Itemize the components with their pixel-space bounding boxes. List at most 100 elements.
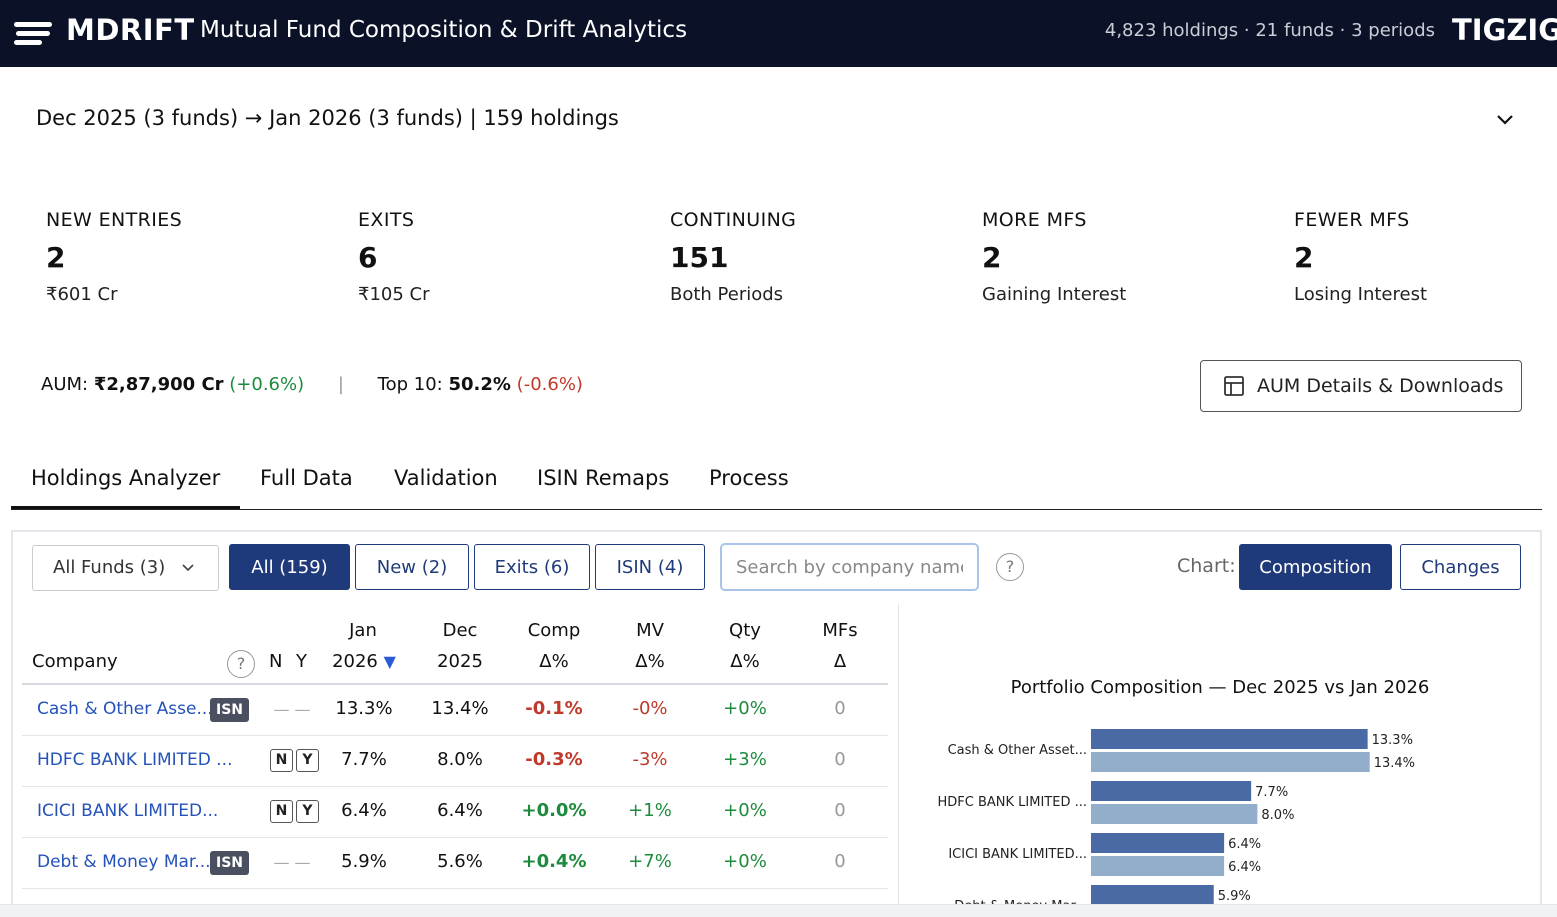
col-header-jan-year: 2026 — [332, 651, 378, 672]
chart-category-label: Debt & Money Mar... — [954, 899, 1087, 904]
col-header-comp-top[interactable]: Comp — [527, 620, 581, 641]
fund-dropdown[interactable]: All Funds (3) — [32, 545, 219, 591]
chart-bar[interactable] — [1091, 804, 1258, 824]
tigzig-logo[interactable]: TIGZIG — [1452, 13, 1557, 47]
isin-badge[interactable]: ISN — [210, 698, 249, 722]
chart-bar[interactable] — [1091, 781, 1252, 801]
dec-cell: 8.0% — [437, 749, 483, 770]
n-badge[interactable]: N — [270, 800, 293, 823]
col-header-n: N — [269, 651, 283, 672]
col-header-mv-bottom[interactable]: Δ% — [635, 651, 665, 672]
chevron-down-icon — [182, 564, 194, 572]
kpi-label: CONTINUING — [670, 209, 797, 231]
aum-summary: AUM: ₹2,87,900 Cr (+0.6%) | Top 10: 50.2… — [41, 374, 583, 395]
aum-details-button[interactable]: AUM Details & Downloads — [1200, 360, 1522, 412]
filter-isin-button[interactable]: ISIN (4) — [595, 544, 705, 590]
col-header-dec-top[interactable]: Dec — [442, 620, 478, 641]
chart-bar[interactable] — [1091, 833, 1225, 853]
chart-bar[interactable] — [1091, 729, 1368, 749]
chart-bar[interactable] — [1091, 752, 1370, 772]
mfs-delta-cell: 0 — [834, 851, 846, 872]
col-header-y: Y — [296, 651, 307, 672]
table-chart-divider — [898, 604, 899, 904]
chart-bar-value-label: 7.7% — [1255, 785, 1288, 800]
top10-label: Top 10: — [377, 374, 443, 395]
y-badge[interactable]: Y — [296, 749, 319, 772]
col-header-jan-top[interactable]: Jan — [349, 620, 377, 641]
company-link[interactable]: Debt & Money Mar... — [37, 852, 211, 872]
table-icon — [1224, 376, 1244, 396]
kpi-continuing: CONTINUING 151 Both Periods — [670, 209, 970, 305]
chart-category-label: HDFC BANK LIMITED ... — [938, 795, 1088, 810]
comp-delta-cell: -0.1% — [525, 698, 583, 719]
col-header-mfs-bottom[interactable]: Δ — [833, 651, 847, 672]
chevron-down-icon[interactable] — [1494, 108, 1516, 130]
mfs-delta-cell: 0 — [834, 800, 846, 821]
col-header-comp-bottom[interactable]: Δ% — [539, 651, 569, 672]
mfs-delta-cell: 0 — [834, 698, 846, 719]
menu-icon[interactable] — [14, 18, 54, 48]
qty-delta-cell: +3% — [723, 749, 767, 770]
col-header-jan-bottom[interactable]: 2026 ▼ — [324, 651, 404, 672]
aum-separator: | — [337, 374, 344, 395]
col-header-mfs-top[interactable]: MFs — [822, 620, 858, 641]
company-help-icon[interactable]: ? — [227, 650, 255, 678]
qty-delta-cell: +0% — [723, 800, 767, 821]
filter-new-button[interactable]: New (2) — [355, 544, 469, 590]
tab-full-data[interactable]: Full Data — [260, 466, 353, 490]
chart-bar[interactable] — [1091, 885, 1214, 904]
company-link[interactable]: HDFC BANK LIMITED ... — [37, 750, 233, 770]
kpi-value: 2 — [982, 241, 1002, 274]
comp-delta-cell: +0.4% — [521, 851, 587, 872]
search-help-icon[interactable]: ? — [996, 553, 1024, 581]
tab-holdings-analyzer[interactable]: Holdings Analyzer — [31, 466, 221, 490]
kpi-sub: Both Periods — [670, 284, 784, 305]
kpi-sub: Gaining Interest — [982, 284, 1127, 305]
chart-bar-value-label: 6.4% — [1228, 837, 1261, 852]
mv-delta-cell: -3% — [632, 749, 668, 770]
mv-delta-cell: +1% — [628, 800, 672, 821]
kpi-label: MORE MFS — [982, 209, 1087, 231]
filter-all-button[interactable]: All (159) — [229, 544, 350, 590]
dec-cell: 13.4% — [431, 698, 489, 719]
chart-changes-button[interactable]: Changes — [1400, 544, 1521, 590]
row-divider — [22, 786, 888, 787]
top10-value: 50.2% — [448, 374, 511, 395]
col-header-company[interactable]: Company — [32, 651, 118, 672]
holdings-panel — [11, 530, 1542, 917]
aum-label: AUM: — [41, 374, 89, 395]
period-selector-label[interactable]: Dec 2025 (3 funds) → Jan 2026 (3 funds) … — [36, 106, 619, 130]
app-brand: MDRIFT — [66, 13, 195, 47]
comp-delta-cell: -0.3% — [525, 749, 583, 770]
chart-composition-button[interactable]: Composition — [1239, 544, 1392, 590]
mfs-delta-cell: 0 — [834, 749, 846, 770]
chart-bar[interactable] — [1091, 856, 1225, 876]
qty-delta-cell: +0% — [723, 851, 767, 872]
app-subtitle: Mutual Fund Composition & Drift Analytic… — [200, 17, 688, 43]
row-divider — [22, 837, 888, 838]
row-divider — [22, 888, 888, 889]
comp-delta-cell: +0.0% — [521, 800, 587, 821]
mv-delta-cell: +7% — [628, 851, 672, 872]
tab-process[interactable]: Process — [709, 466, 789, 490]
aum-value: ₹2,87,900 Cr — [93, 374, 224, 395]
y-badge[interactable]: Y — [296, 800, 319, 823]
kpi-value: 2 — [1294, 241, 1314, 274]
col-header-qty-bottom[interactable]: Δ% — [730, 651, 760, 672]
ny-placeholder: — — — [273, 853, 311, 872]
col-header-mv-top[interactable]: MV — [636, 620, 664, 641]
col-header-dec-bottom[interactable]: 2025 — [437, 651, 483, 672]
tab-isin-remaps[interactable]: ISIN Remaps — [537, 466, 670, 490]
col-header-qty-top[interactable]: Qty — [729, 620, 761, 641]
n-badge[interactable]: N — [270, 749, 293, 772]
horizontal-scrollbar[interactable] — [0, 904, 1557, 917]
qty-delta-cell: +0% — [723, 698, 767, 719]
filter-exits-button[interactable]: Exits (6) — [474, 544, 590, 590]
isin-badge[interactable]: ISN — [210, 851, 249, 875]
kpi-label: EXITS — [358, 209, 415, 231]
chart-title: Portfolio Composition — Dec 2025 vs Jan … — [1011, 677, 1430, 698]
company-search-input[interactable] — [720, 543, 979, 591]
company-link[interactable]: Cash & Other Asse... — [37, 699, 213, 719]
company-link[interactable]: ICICI BANK LIMITED... — [37, 801, 219, 821]
tab-validation[interactable]: Validation — [394, 466, 498, 490]
